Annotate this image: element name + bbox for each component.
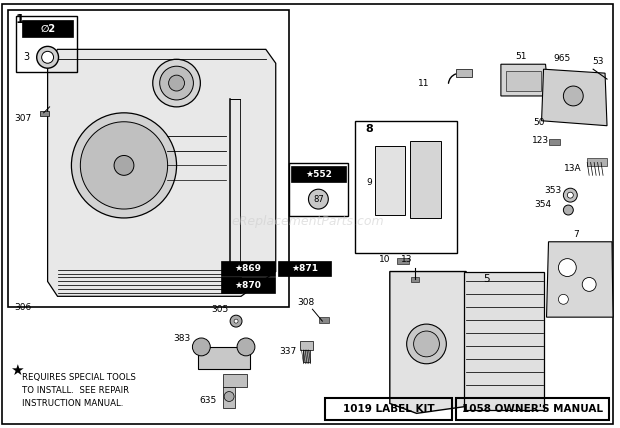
- Text: 1019 LABEL KIT: 1019 LABEL KIT: [343, 404, 435, 414]
- Circle shape: [564, 86, 583, 106]
- Bar: [587, 158, 607, 166]
- Text: 383: 383: [173, 334, 190, 344]
- Text: ★552: ★552: [305, 170, 332, 179]
- Circle shape: [564, 188, 577, 202]
- Circle shape: [160, 66, 193, 100]
- Text: 9: 9: [366, 178, 372, 187]
- Text: ★870: ★870: [234, 281, 262, 290]
- Text: 308: 308: [297, 298, 314, 307]
- Bar: [410, 277, 418, 282]
- Text: 354: 354: [534, 199, 551, 208]
- Text: ★: ★: [10, 363, 24, 378]
- Bar: [326, 398, 453, 420]
- Bar: [221, 261, 275, 276]
- Bar: [22, 20, 73, 37]
- Polygon shape: [48, 49, 276, 296]
- Bar: [464, 271, 544, 410]
- Bar: [278, 261, 331, 276]
- Text: 8: 8: [365, 124, 373, 134]
- Text: ∅2: ∅2: [40, 24, 55, 33]
- Text: 3: 3: [24, 52, 30, 62]
- Text: 965: 965: [554, 54, 571, 63]
- Bar: [375, 146, 405, 215]
- Text: eReplacementParts.com: eReplacementParts.com: [231, 215, 384, 229]
- Circle shape: [237, 338, 255, 356]
- Text: REQUIRES SPECIAL TOOLS
TO INSTALL.  SEE REPAIR
INSTRUCTION MANUAL.: REQUIRES SPECIAL TOOLS TO INSTALL. SEE R…: [22, 373, 136, 408]
- Circle shape: [71, 113, 177, 218]
- Text: 353: 353: [544, 186, 561, 195]
- Text: 307: 307: [14, 114, 31, 123]
- Text: 51: 51: [515, 52, 526, 61]
- Bar: [16, 16, 78, 72]
- Bar: [8, 10, 289, 307]
- Polygon shape: [546, 242, 613, 317]
- Text: 87: 87: [313, 195, 324, 204]
- Text: 13A: 13A: [564, 164, 581, 173]
- Bar: [355, 121, 458, 253]
- Bar: [223, 386, 235, 408]
- Text: 635: 635: [200, 396, 217, 405]
- Bar: [198, 347, 250, 369]
- Text: 11: 11: [418, 79, 429, 88]
- Text: 1: 1: [16, 13, 24, 26]
- Text: 123: 123: [532, 136, 549, 145]
- Polygon shape: [541, 69, 607, 126]
- Text: ★871: ★871: [291, 264, 318, 273]
- Circle shape: [309, 189, 329, 209]
- Circle shape: [564, 205, 574, 215]
- Circle shape: [407, 324, 446, 364]
- Text: 337: 337: [279, 348, 296, 357]
- Circle shape: [559, 294, 569, 304]
- Circle shape: [582, 277, 596, 291]
- Circle shape: [414, 331, 440, 357]
- Circle shape: [169, 75, 185, 91]
- Circle shape: [224, 392, 234, 401]
- Circle shape: [37, 46, 58, 68]
- Text: 13: 13: [401, 255, 412, 264]
- Text: ★869: ★869: [234, 264, 262, 273]
- Polygon shape: [390, 271, 466, 413]
- Text: 53: 53: [592, 57, 604, 66]
- Bar: [223, 374, 247, 386]
- Text: 50: 50: [533, 118, 544, 127]
- Circle shape: [114, 155, 134, 175]
- Bar: [410, 141, 441, 218]
- Circle shape: [230, 315, 242, 327]
- Bar: [506, 71, 541, 91]
- Bar: [319, 317, 329, 323]
- Circle shape: [42, 51, 53, 63]
- Circle shape: [234, 319, 238, 323]
- Bar: [299, 341, 314, 350]
- Text: 305: 305: [211, 305, 229, 314]
- Bar: [456, 398, 609, 420]
- Bar: [549, 139, 560, 145]
- Bar: [40, 111, 48, 116]
- Polygon shape: [501, 64, 549, 96]
- Circle shape: [567, 192, 574, 198]
- Text: 10: 10: [379, 255, 391, 264]
- Circle shape: [81, 122, 167, 209]
- Circle shape: [192, 338, 210, 356]
- Circle shape: [559, 259, 576, 276]
- Bar: [291, 166, 346, 182]
- Bar: [456, 69, 472, 77]
- Bar: [397, 258, 409, 264]
- Text: 1058 OWNER'S MANUAL: 1058 OWNER'S MANUAL: [462, 404, 603, 414]
- Bar: [303, 350, 311, 362]
- Bar: [289, 163, 348, 216]
- Text: 5: 5: [483, 274, 489, 285]
- Bar: [221, 277, 275, 293]
- Circle shape: [153, 59, 200, 107]
- Text: 306: 306: [14, 303, 31, 312]
- Text: 7: 7: [574, 230, 579, 239]
